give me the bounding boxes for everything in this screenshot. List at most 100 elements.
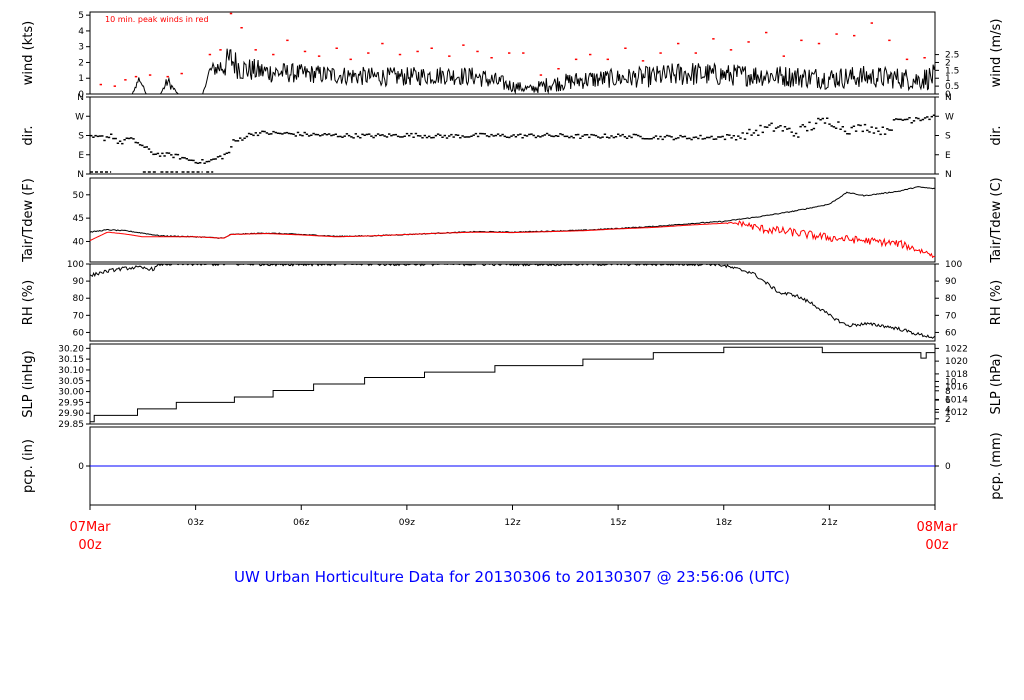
y-axis-label-left: pcp. (in): [21, 439, 36, 493]
y-tick-label-right: 2.5: [945, 51, 959, 61]
y-tick-label-left: 29.85: [58, 420, 84, 430]
direction-point: [448, 135, 451, 137]
y-tick-label-left: 70: [73, 311, 85, 321]
panel-slp: 29.8529.9029.9530.0030.0530.1030.1530.20…: [21, 343, 1004, 430]
direction-point: [325, 133, 329, 136]
direction-point: [434, 134, 438, 137]
direction-point: [307, 135, 311, 137]
y-axis-label-right: RH (%): [989, 280, 1004, 325]
y-tick-label-right: 0.5: [945, 82, 959, 92]
direction-point: [661, 138, 664, 141]
direction-point: [118, 140, 122, 142]
direction-point: [519, 133, 522, 135]
direction-point: [677, 137, 680, 139]
y-tick-label-left: 29.95: [58, 398, 84, 408]
direction-point: [688, 137, 691, 140]
direction-point: [230, 146, 233, 148]
direction-point: [628, 135, 631, 137]
direction-point: [932, 114, 936, 116]
direction-point: [508, 136, 511, 139]
peak-wind-point: [574, 58, 578, 61]
direction-point: [786, 128, 789, 130]
direction-point: [279, 132, 282, 135]
direction-point: [339, 135, 342, 138]
direction-point: [341, 136, 344, 138]
direction-point: [701, 138, 704, 140]
direction-point: [321, 134, 324, 136]
direction-point: [370, 135, 373, 137]
direction-point: [123, 139, 126, 141]
chart-title: UW Urban Horticulture Data for 20130306 …: [234, 568, 790, 586]
direction-point: [743, 138, 747, 140]
direction-point: [410, 132, 413, 135]
direction-point: [441, 136, 444, 138]
direction-point: [599, 137, 602, 139]
direction-point: [746, 132, 749, 135]
direction-point: [870, 126, 873, 128]
peak-wind-point: [219, 49, 222, 51]
direction-point: [837, 121, 840, 123]
direction-point: [899, 118, 902, 121]
direction-point: [572, 137, 575, 139]
direction-point: [634, 133, 638, 136]
direction-point: [176, 153, 180, 156]
direction-point: [327, 133, 331, 135]
direction-point: [772, 130, 776, 132]
direction-point: [923, 117, 927, 119]
direction-point: [296, 131, 300, 134]
direction-point: [372, 136, 375, 139]
direction-point: [514, 136, 518, 138]
panel-rh: 60 70 80 90 100 60 70 80 90 100 RH (%) RH (%): [21, 260, 1004, 342]
direction-point: [256, 134, 260, 137]
y-tick-label-left: 30.20: [58, 344, 84, 354]
direction-point: [314, 133, 317, 136]
direction-point: [379, 134, 382, 137]
y-axis-label-right: dir.: [989, 125, 1004, 145]
direction-point: [125, 137, 128, 139]
peak-wind-point: [317, 55, 321, 57]
direction-point: [812, 127, 816, 130]
direction-point: [445, 137, 449, 139]
direction-point: [165, 152, 168, 154]
direction-point: [361, 133, 364, 136]
y-tick-label-left: 0: [78, 462, 84, 472]
y-tick-label-right: 1: [945, 74, 951, 84]
direction-point: [421, 137, 424, 139]
direction-point: [454, 134, 458, 136]
y-tick-label-left: 100: [67, 260, 84, 270]
direction-point: [850, 126, 853, 129]
y-tick-label-left: 50: [73, 191, 85, 201]
direction-point: [706, 136, 709, 139]
direction-point: [503, 135, 506, 138]
direction-point: [474, 132, 478, 135]
direction-point: [645, 138, 649, 140]
direction-point: [683, 135, 687, 138]
y-tick-label-right: 1014: [945, 395, 968, 405]
direction-point: [294, 135, 297, 137]
direction-point: [717, 136, 720, 138]
direction-point: [639, 135, 642, 138]
direction-point: [592, 134, 595, 136]
direction-point: [416, 135, 420, 137]
y-tick-label-right: 1020: [945, 357, 968, 367]
y-tick-label-left: 30.10: [58, 366, 84, 376]
direction-point: [834, 127, 838, 129]
y-tick-label-left: W: [75, 112, 84, 122]
direction-point: [757, 134, 760, 136]
series-line-rh: [89, 263, 936, 339]
direction-point: [183, 157, 186, 159]
direction-point: [574, 134, 578, 136]
peak-wind-point: [240, 27, 243, 29]
direction-point: [570, 135, 573, 138]
peak-wind-point: [765, 31, 768, 34]
direction-point: [107, 136, 111, 139]
peak-wind-point: [416, 50, 419, 53]
x-axis: 03z 06z 09z 12z 15z 18z 21z: [89, 505, 936, 528]
direction-point: [234, 140, 237, 142]
direction-point: [652, 136, 655, 139]
direction-point: [476, 135, 480, 138]
x-end-date-label: 08Mar: [916, 520, 958, 535]
peak-wind-point: [229, 12, 233, 15]
direction-point: [368, 133, 371, 135]
direction-point: [334, 133, 337, 135]
